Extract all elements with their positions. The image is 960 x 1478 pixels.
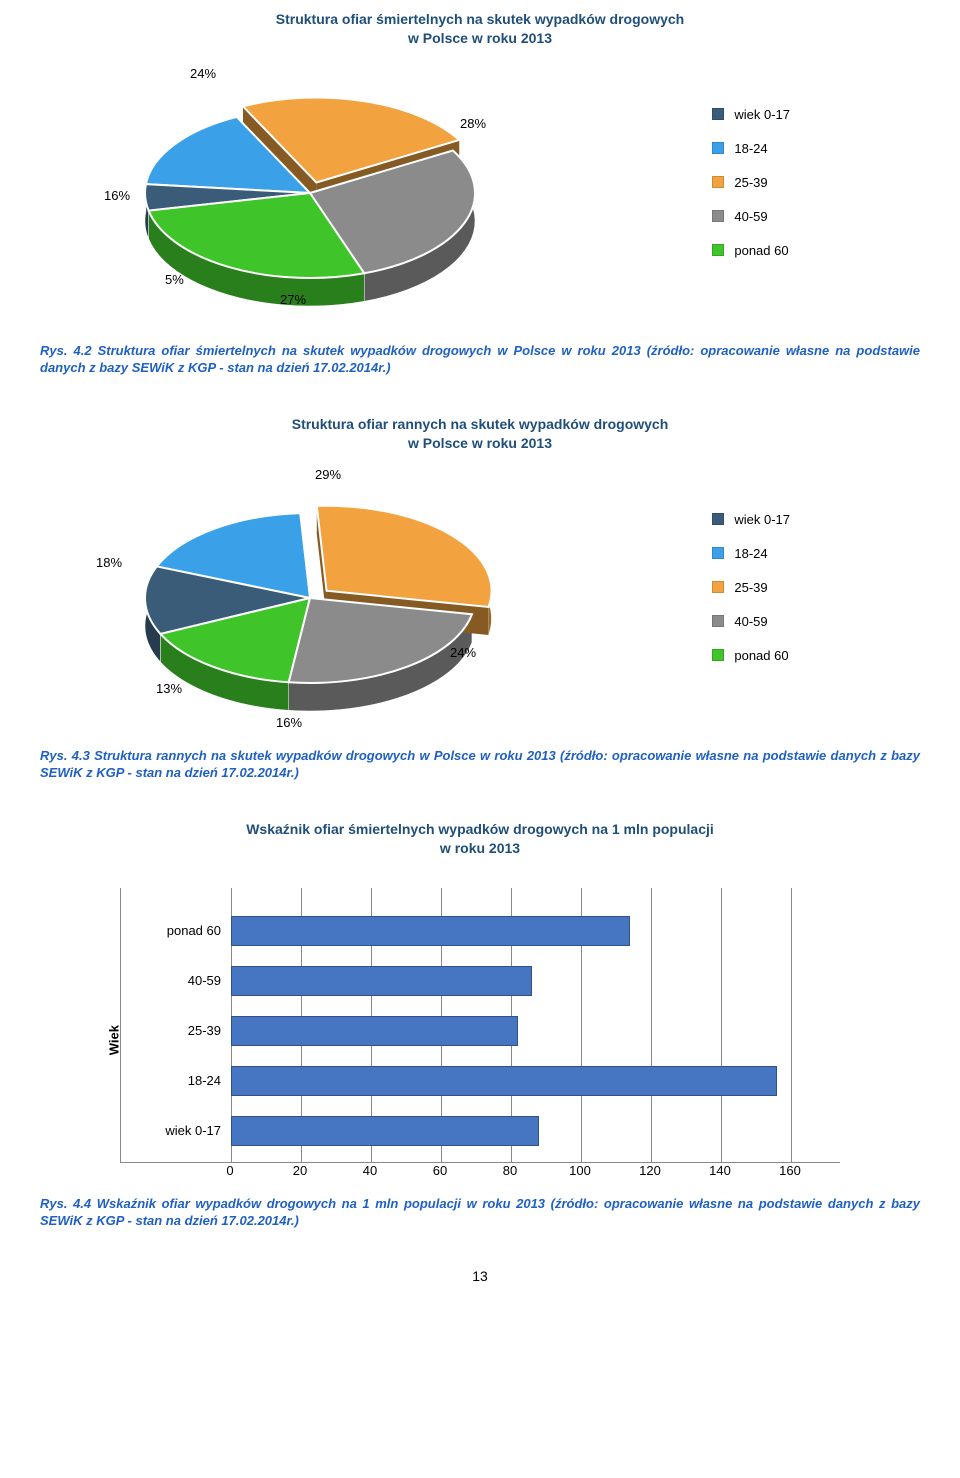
legend-swatch [712, 547, 724, 559]
chart-1-legend: wiek 0-17 18-24 25-39 40-59 ponad 60 [712, 88, 790, 277]
pct-27: 27% [280, 292, 306, 307]
legend-label: 40-59 [734, 209, 767, 224]
chart-3-title: Wskaźnik ofiar śmiertelnych wypadków dro… [40, 820, 920, 858]
bar-track [231, 1066, 840, 1096]
x-tick: 80 [503, 1163, 517, 1178]
bar-track [231, 1116, 840, 1146]
legend-item: 18-24 [712, 141, 790, 156]
bar-row: 25-39 [121, 1006, 840, 1056]
legend-label: 40-59 [734, 614, 767, 629]
x-tick: 100 [569, 1163, 591, 1178]
pct-29: 29% [315, 467, 341, 482]
title-text: Struktura ofiar śmiertelnych na skutek w… [276, 11, 684, 27]
legend-label: 25-39 [734, 175, 767, 190]
legend-swatch [712, 142, 724, 154]
chart-1-caption: Rys. 4.2 Struktura ofiar śmiertelnych na… [40, 342, 920, 377]
legend-label: wiek 0-17 [734, 512, 790, 527]
chart-2-legend: wiek 0-17 18-24 25-39 40-59 ponad 60 [712, 493, 790, 682]
bar-track [231, 966, 840, 996]
chart-3-indicator-bar: Wskaźnik ofiar śmiertelnych wypadków dro… [40, 820, 920, 1230]
legend-swatch [712, 513, 724, 525]
legend-item: 18-24 [712, 546, 790, 561]
legend-swatch [712, 210, 724, 222]
pct-16: 16% [276, 715, 302, 730]
chart-1-fatalities-pie: Struktura ofiar śmiertelnych na skutek w… [40, 10, 920, 377]
bar-category-label: wiek 0-17 [121, 1123, 231, 1138]
bar-fill [231, 1016, 518, 1046]
x-tick: 120 [639, 1163, 661, 1178]
bar-category-label: 25-39 [121, 1023, 231, 1038]
bar-fill [231, 966, 532, 996]
chart-2-title: Struktura ofiar rannych na skutek wypadk… [40, 415, 920, 453]
pct-13: 13% [156, 681, 182, 696]
legend-item: wiek 0-17 [712, 107, 790, 122]
bar-fill [231, 1116, 539, 1146]
x-tick: 140 [709, 1163, 731, 1178]
legend-item: wiek 0-17 [712, 512, 790, 527]
x-tick: 40 [363, 1163, 377, 1178]
bar-row: ponad 60 [121, 906, 840, 956]
bar-row: wiek 0-17 [121, 1106, 840, 1156]
legend-item: ponad 60 [712, 243, 790, 258]
title-text: w roku 2013 [440, 840, 520, 856]
title-text: w Polsce w roku 2013 [408, 30, 552, 46]
pct-24: 24% [190, 66, 216, 81]
title-text: w Polsce w roku 2013 [408, 435, 552, 451]
legend-swatch [712, 615, 724, 627]
legend-label: 18-24 [734, 141, 767, 156]
x-axis: 020406080100120140160 [230, 1163, 790, 1187]
legend-swatch [712, 244, 724, 256]
chart-2-caption: Rys. 4.3 Struktura rannych na skutek wyp… [40, 747, 920, 782]
x-tick: 160 [779, 1163, 801, 1178]
bar-row: 40-59 [121, 956, 840, 1006]
bar-category-label: 40-59 [121, 973, 231, 988]
pct-28: 28% [460, 116, 486, 131]
title-text: Struktura ofiar rannych na skutek wypadk… [292, 416, 669, 432]
legend-item: 40-59 [712, 614, 790, 629]
legend-swatch [712, 581, 724, 593]
bar-category-label: ponad 60 [121, 923, 231, 938]
pie-chart-2: 29% 18% 13% 24% 16% wiek 0-17 18-24 25-3… [60, 463, 900, 743]
legend-swatch [712, 649, 724, 661]
bar-fill [231, 916, 630, 946]
chart-3-caption: Rys. 4.4 Wskaźnik ofiar wypadków drogowy… [40, 1195, 920, 1230]
x-tick: 20 [293, 1163, 307, 1178]
legend-item: 25-39 [712, 175, 790, 190]
legend-item: ponad 60 [712, 648, 790, 663]
pct-18: 18% [96, 555, 122, 570]
pie-chart-1: 24% 28% 16% 5% 27% wiek 0-17 18-24 25-39… [60, 58, 900, 338]
legend-item: 25-39 [712, 580, 790, 595]
bar-plot-area: ponad 60 40-59 25-39 18-24 wiek 0-17 [120, 888, 840, 1163]
legend-item: 40-59 [712, 209, 790, 224]
x-tick: 60 [433, 1163, 447, 1178]
chart-2-injured-pie: Struktura ofiar rannych na skutek wypadk… [40, 415, 920, 782]
legend-swatch [712, 108, 724, 120]
title-text: Wskaźnik ofiar śmiertelnych wypadków dro… [246, 821, 714, 837]
bar-row: 18-24 [121, 1056, 840, 1106]
bar-chart: Wiek ponad 60 40-59 25-39 18-24 wiek 0-1… [120, 888, 840, 1187]
pct-5: 5% [165, 272, 184, 287]
legend-label: ponad 60 [734, 648, 788, 663]
pct-24: 24% [450, 645, 476, 660]
x-tick: 0 [226, 1163, 233, 1178]
legend-label: wiek 0-17 [734, 107, 790, 122]
bar-track [231, 916, 840, 946]
pct-16: 16% [104, 188, 130, 203]
legend-label: ponad 60 [734, 243, 788, 258]
chart-1-title: Struktura ofiar śmiertelnych na skutek w… [40, 10, 920, 48]
bar-fill [231, 1066, 777, 1096]
legend-label: 25-39 [734, 580, 767, 595]
legend-swatch [712, 176, 724, 188]
legend-label: 18-24 [734, 546, 767, 561]
bar-category-label: 18-24 [121, 1073, 231, 1088]
bar-track [231, 1016, 840, 1046]
page-number: 13 [40, 1268, 920, 1284]
